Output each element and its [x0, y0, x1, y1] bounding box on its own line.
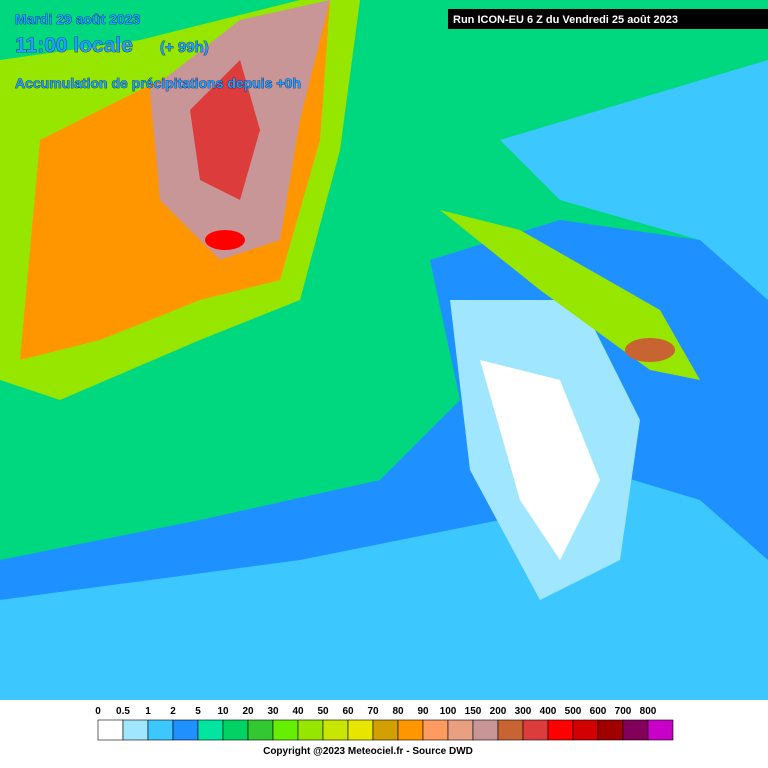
legend-swatch	[547, 719, 574, 741]
legend-swatch	[222, 719, 249, 741]
legend-label: 2	[170, 706, 176, 717]
legend-swatch	[622, 719, 649, 741]
legend-label: 70	[367, 706, 379, 717]
legend-swatch	[322, 719, 349, 741]
legend-label: 100	[440, 706, 457, 717]
legend-swatch	[147, 719, 174, 741]
legend-swatch	[247, 719, 274, 741]
legend-label: 400	[540, 706, 557, 717]
legend-label: 50	[317, 706, 329, 717]
legend-label: 0.5	[116, 706, 130, 717]
legend-swatch	[647, 719, 674, 741]
run-box	[448, 9, 768, 29]
legend-swatch	[422, 719, 449, 741]
legend-label: 1	[145, 706, 151, 717]
legend-label: 80	[392, 706, 404, 717]
legend-label: 300	[515, 706, 532, 717]
legend-label: 500	[565, 706, 582, 717]
legend-label: 30	[267, 706, 279, 717]
legend-swatch	[497, 719, 524, 741]
legend-swatch	[597, 719, 624, 741]
legend-label: 0	[95, 706, 101, 717]
legend-swatch	[172, 719, 199, 741]
forecast-offset: (+ 99h)	[160, 39, 209, 56]
legend-label: 150	[465, 706, 482, 717]
legend-swatch	[272, 719, 299, 741]
map-subtitle: Accumulation de précipitations depuis +0…	[15, 75, 301, 91]
rain-area	[500, 60, 768, 300]
legend-swatch	[297, 719, 324, 741]
legend-label: 20	[242, 706, 254, 717]
legend-swatch	[472, 719, 499, 741]
legend-swatch	[97, 719, 124, 741]
rain-area	[480, 360, 600, 560]
legend-swatch	[197, 719, 224, 741]
legend-label: 200	[490, 706, 507, 717]
forecast-date: Mardi 29 août 2023	[15, 11, 140, 27]
rain-area	[440, 210, 700, 380]
legend-label: 700	[615, 706, 632, 717]
legend-swatch	[372, 719, 399, 741]
legend-label: 40	[292, 706, 304, 717]
run-info: Run ICON-EU 6 Z du Vendredi 25 août 2023	[453, 14, 678, 26]
legend-label: 10	[217, 706, 229, 717]
legend-label: 90	[417, 706, 429, 717]
rain-area	[205, 230, 245, 250]
legend-swatch	[572, 719, 599, 741]
legend-swatch	[347, 719, 374, 741]
legend-swatch	[522, 719, 549, 741]
legend-label: 60	[342, 706, 354, 717]
copyright: Copyright @2023 Meteociel.fr - Source DW…	[263, 746, 473, 757]
legend-label: 600	[590, 706, 607, 717]
legend-label: 800	[640, 706, 657, 717]
legend-swatch	[447, 719, 474, 741]
legend-swatch	[397, 719, 424, 741]
legend-label: 5	[195, 706, 201, 717]
forecast-time: 11:00 locale	[15, 34, 133, 57]
rain-area	[190, 60, 260, 200]
rain-area	[625, 338, 675, 362]
legend-swatch	[122, 719, 149, 741]
